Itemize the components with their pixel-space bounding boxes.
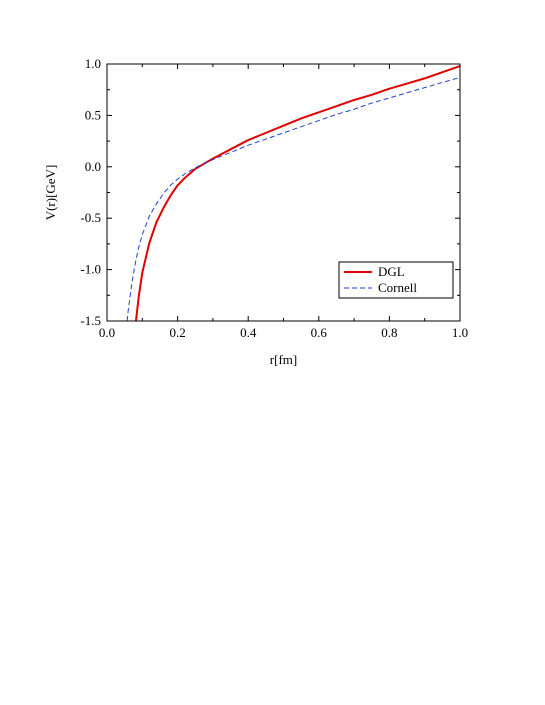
y-tick-label: 1.0 [85,56,101,71]
series-line-dgl [134,65,460,321]
x-tick-label: 0.6 [311,325,328,340]
x-axis-label: r[fm] [270,352,297,367]
x-tick-label: 1.0 [452,325,468,340]
y-tick-label: -1.0 [80,262,101,277]
x-tick-label: 0.4 [240,325,257,340]
x-tick-label: 0.2 [169,325,185,340]
x-tick-label: 0.0 [99,325,115,340]
y-tick-label: 0.0 [85,159,101,174]
legend-label-cornell: Cornell [378,280,417,295]
y-tick-label: -0.5 [80,210,101,225]
legend-label-dgl: DGL [378,264,405,279]
y-tick-label: 0.5 [85,107,101,122]
legend-box [338,261,454,299]
series-line-cornell [126,76,460,321]
y-tick-label: -1.5 [80,313,101,328]
plot-area: 0.0 0.2 0.4 0.6 0.8 1.0 1.0 0.5 0.0 -0.5 -1.0 -1.5 [80,56,468,340]
x-tick-label: 0.8 [381,325,397,340]
y-axis-label: V(r)[GeV] [43,165,58,221]
